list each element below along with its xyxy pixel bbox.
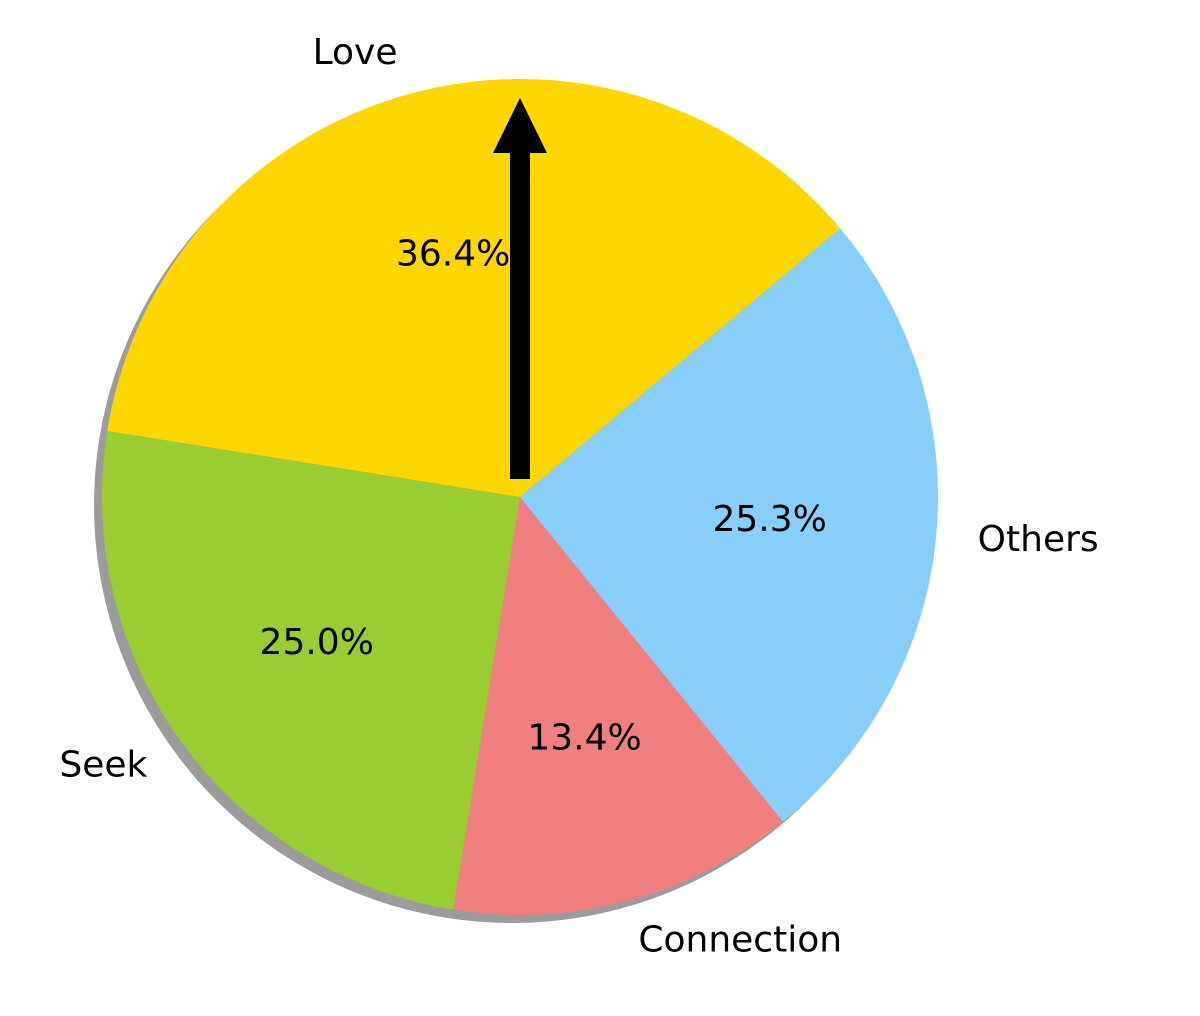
arrow-head bbox=[493, 98, 547, 153]
slice-label-connection: Connection bbox=[638, 919, 842, 960]
slice-others bbox=[520, 228, 939, 822]
slice-percent-others: 25.3% bbox=[712, 499, 826, 540]
slice-connection bbox=[453, 497, 784, 915]
arrow-shaft bbox=[510, 145, 530, 479]
slice-seek bbox=[102, 430, 520, 910]
slice-percent-love: 36.4% bbox=[396, 233, 510, 274]
slice-label-love: Love bbox=[313, 32, 398, 73]
pie-labels: Love 36.4% Seek 25.0% Connection 13.4% Others 2… bbox=[59, 32, 1098, 960]
slice-label-others: Others bbox=[978, 519, 1099, 560]
slice-percent-connection: 13.4% bbox=[527, 717, 641, 758]
slice-love bbox=[107, 78, 841, 497]
arrow-annotation bbox=[493, 98, 547, 479]
slice-percent-seek: 25.0% bbox=[260, 622, 374, 663]
pie-slices bbox=[102, 78, 939, 915]
slice-label-seek: Seek bbox=[59, 744, 147, 785]
